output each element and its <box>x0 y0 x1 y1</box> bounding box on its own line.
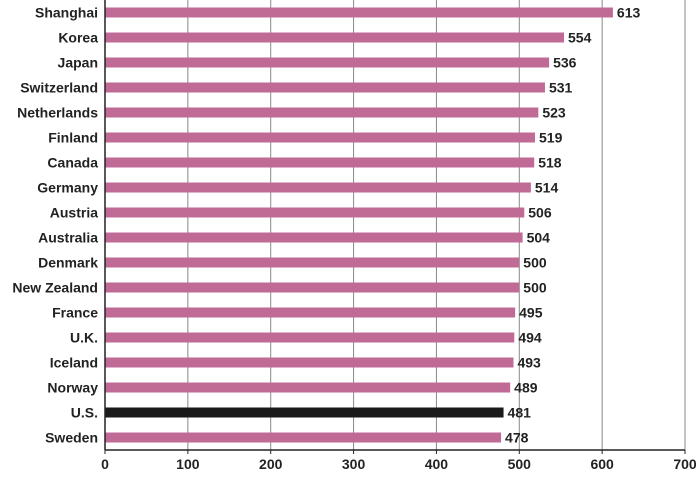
bar-austria <box>105 207 525 218</box>
bar-france <box>105 307 516 318</box>
value-label-denmark: 500 <box>523 255 547 271</box>
category-label-sweden: Sweden <box>45 430 98 446</box>
category-label-netherlands: Netherlands <box>17 105 98 121</box>
category-label-norway: Norway <box>47 380 98 396</box>
bar-korea <box>105 32 565 43</box>
x-tick-label-300: 300 <box>342 456 366 472</box>
bar-denmark <box>105 257 520 268</box>
bar-japan <box>105 57 550 68</box>
category-label-canada: Canada <box>47 155 98 171</box>
bar-new-zealand <box>105 282 520 293</box>
category-label-korea: Korea <box>58 30 98 46</box>
category-label-new-zealand: New Zealand <box>12 280 98 296</box>
value-label-finland: 519 <box>539 130 563 146</box>
category-label-shanghai: Shanghai <box>35 5 98 21</box>
bar-iceland <box>105 357 514 368</box>
category-label-u-k: U.K. <box>70 330 98 346</box>
category-label-u-s: U.S. <box>71 405 98 421</box>
bar-finland <box>105 132 536 143</box>
value-label-sweden: 478 <box>505 430 529 446</box>
value-label-u-s: 481 <box>508 405 532 421</box>
value-label-australia: 504 <box>527 230 551 246</box>
category-label-austria: Austria <box>50 205 98 221</box>
x-tick-label-700: 700 <box>673 456 697 472</box>
value-label-canada: 518 <box>538 155 562 171</box>
value-label-france: 495 <box>519 305 543 321</box>
labels: Shanghai 613 Korea 554 Japan 536 Switzerland 53… <box>12 5 696 473</box>
value-label-korea: 554 <box>568 30 592 46</box>
value-label-switzerland: 531 <box>549 80 573 96</box>
bar-switzerland <box>105 82 545 93</box>
gridlines <box>187 0 686 450</box>
bar-norway <box>105 382 511 393</box>
axes <box>104 0 686 454</box>
category-label-germany: Germany <box>37 180 98 196</box>
category-label-switzerland: Switzerland <box>20 80 98 96</box>
bar-shanghai <box>105 7 613 18</box>
value-label-u-k: 494 <box>518 330 542 346</box>
x-tick-label-100: 100 <box>176 456 200 472</box>
bar-netherlands <box>105 107 539 118</box>
bar-sweden <box>105 432 502 443</box>
category-label-iceland: Iceland <box>50 355 98 371</box>
value-label-norway: 489 <box>514 380 538 396</box>
value-label-germany: 514 <box>535 180 559 196</box>
value-label-new-zealand: 500 <box>523 280 547 296</box>
value-label-iceland: 493 <box>517 355 541 371</box>
category-label-finland: Finland <box>48 130 98 146</box>
x-tick-label-200: 200 <box>259 456 283 472</box>
bar-germany <box>105 182 531 193</box>
bar-canada <box>105 157 535 168</box>
bars <box>105 7 613 443</box>
value-label-shanghai: 613 <box>617 5 641 21</box>
bar-u-k <box>105 332 515 343</box>
category-label-france: France <box>52 305 98 321</box>
x-tick-label-500: 500 <box>508 456 532 472</box>
value-label-netherlands: 523 <box>542 105 566 121</box>
x-tick-label-600: 600 <box>590 456 614 472</box>
category-label-denmark: Denmark <box>38 255 98 271</box>
value-label-japan: 536 <box>553 55 577 71</box>
category-label-japan: Japan <box>58 55 98 71</box>
bar-u-s <box>105 407 504 418</box>
value-label-austria: 506 <box>528 205 552 221</box>
x-tick-label-0: 0 <box>101 456 109 472</box>
x-tick-label-400: 400 <box>425 456 449 472</box>
category-label-australia: Australia <box>38 230 98 246</box>
bar-australia <box>105 232 523 243</box>
